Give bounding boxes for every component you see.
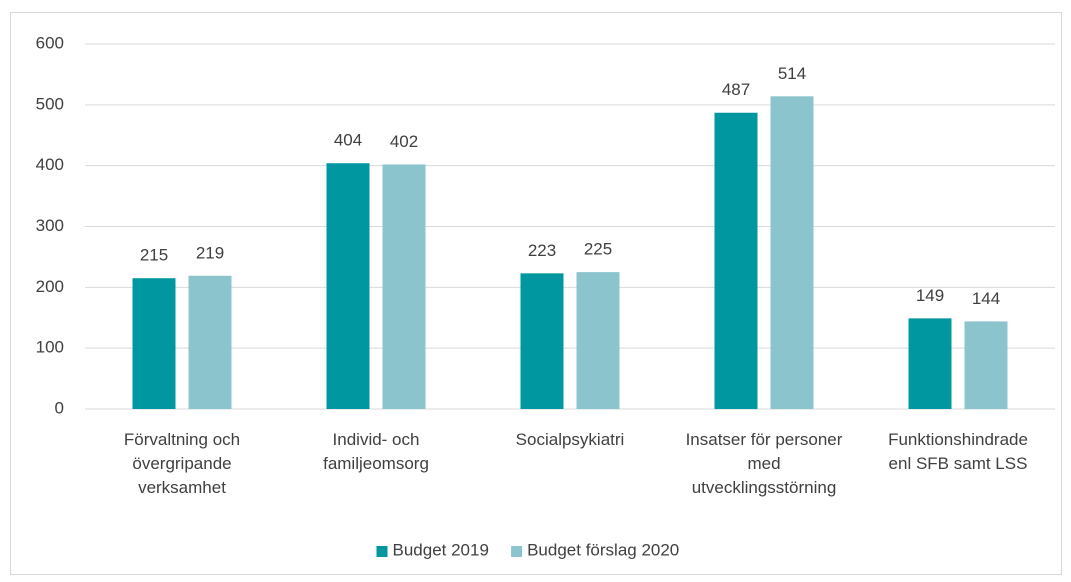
bar [770, 96, 814, 410]
data-label: 149 [916, 286, 944, 305]
data-label: 144 [972, 289, 1000, 308]
bar [520, 273, 564, 409]
data-label: 404 [334, 131, 362, 150]
bar [382, 164, 426, 409]
y-tick-label: 400 [36, 155, 64, 174]
data-label: 219 [196, 243, 224, 262]
bar [132, 278, 176, 409]
data-label: 487 [722, 80, 750, 99]
y-tick-label: 200 [36, 277, 64, 296]
y-tick-label: 100 [36, 338, 64, 357]
data-label: 215 [140, 246, 168, 265]
bar [964, 321, 1008, 409]
data-label: 225 [584, 240, 612, 259]
bar [576, 272, 620, 409]
data-label: 402 [390, 132, 418, 151]
legend-swatch [511, 546, 523, 557]
x-tick-label: Individ- och familjeomsorg [323, 430, 429, 473]
y-tick-label: 0 [55, 398, 64, 417]
bar [326, 163, 370, 409]
y-tick-label: 600 [36, 33, 64, 52]
x-tick-label: Förvaltning och övergripande verksamhet [123, 430, 241, 497]
x-tick-label: Funktionshindrade enl SFB samt LSS [888, 430, 1028, 473]
y-tick-label: 300 [36, 216, 64, 235]
legend-label: Budget 2019 [393, 540, 489, 559]
data-label: 514 [778, 64, 806, 83]
y-tick-label: 500 [36, 94, 64, 113]
legend-label: Budget förslag 2020 [527, 540, 679, 559]
legend-swatch [376, 546, 388, 557]
bar [188, 275, 232, 409]
bar [714, 112, 758, 409]
bar [908, 318, 952, 409]
x-tick-label: Socialpsykiatri [515, 430, 625, 449]
x-tick-label: Insatser för personer med utvecklingsstö… [685, 430, 843, 497]
data-label: 223 [528, 241, 556, 260]
